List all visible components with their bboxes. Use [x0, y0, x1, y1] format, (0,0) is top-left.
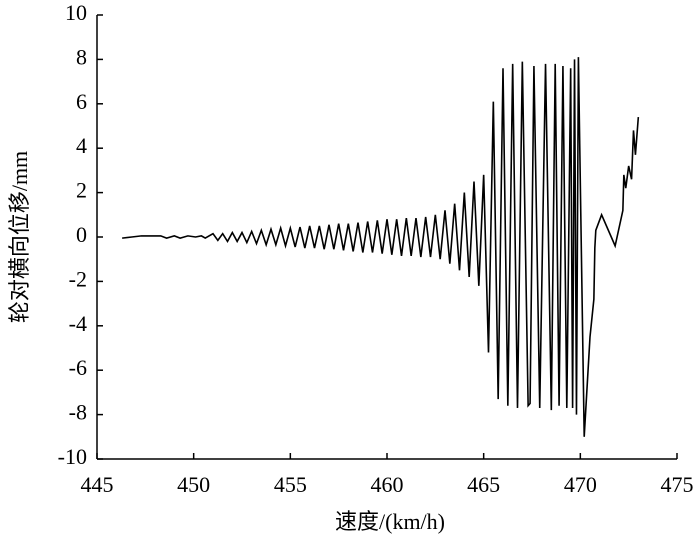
x-tick-label: 475 [661, 472, 694, 497]
x-tick-label: 450 [177, 472, 210, 497]
y-tick-label: -6 [69, 355, 87, 380]
y-tick-label: 2 [76, 178, 87, 203]
x-axis-label: 速度/(km/h) [335, 509, 445, 534]
y-tick-label: -4 [69, 311, 87, 336]
y-tick-label: 6 [76, 89, 87, 114]
data-line [122, 57, 640, 437]
y-tick-label: -10 [58, 444, 87, 469]
y-tick-label: -8 [69, 400, 87, 425]
x-tick-label: 460 [371, 472, 404, 497]
x-tick-label: 455 [274, 472, 307, 497]
x-tick-label: 445 [81, 472, 114, 497]
y-tick-label: 0 [76, 222, 87, 247]
y-tick-label: -2 [69, 266, 87, 291]
y-axis-label: 轮对横向位移/mm [7, 151, 32, 323]
y-tick-label: 4 [76, 133, 87, 158]
y-tick-label: 8 [76, 44, 87, 69]
y-tick-label: 10 [65, 0, 87, 25]
x-tick-label: 465 [467, 472, 500, 497]
x-tick-label: 470 [564, 472, 597, 497]
